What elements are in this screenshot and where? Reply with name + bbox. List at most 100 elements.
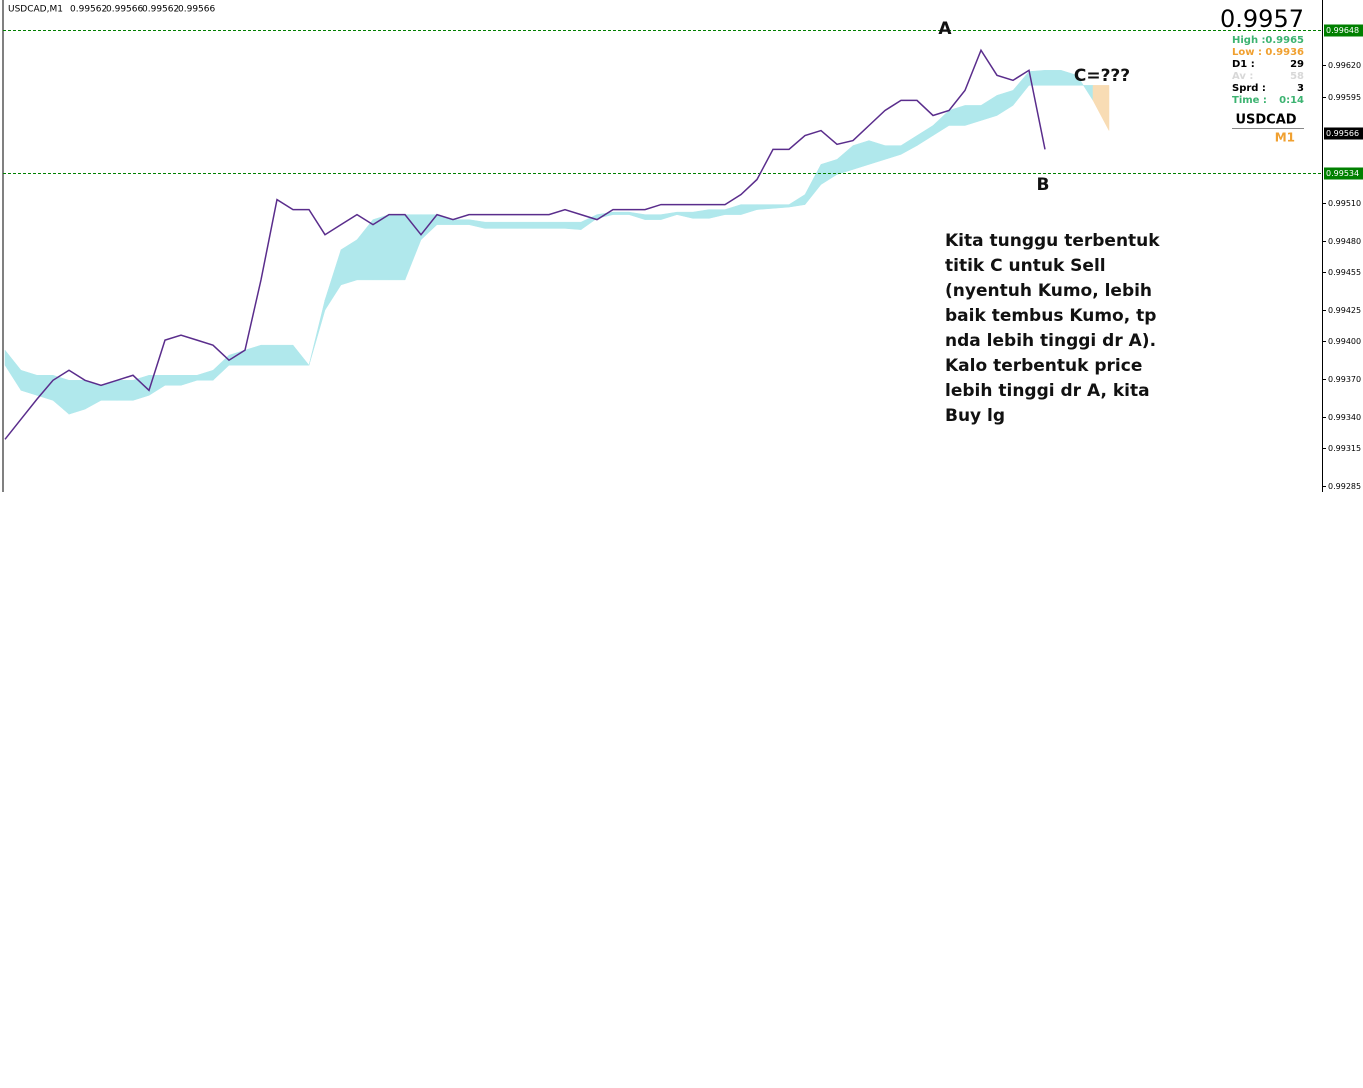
y-tick-label: 0.99425 <box>1328 306 1361 315</box>
kumo-segment <box>516 221 534 229</box>
kumo-segment <box>756 204 774 210</box>
info-label: Sprd : <box>1232 83 1266 94</box>
kumo-segment <box>180 375 198 386</box>
y-tick-label: 0.99480 <box>1328 237 1361 246</box>
price-line <box>4 48 1046 440</box>
kumo-segment <box>820 159 838 185</box>
kumo-segment <box>916 125 934 147</box>
kumo-segment <box>836 145 854 175</box>
kumo-segment <box>612 211 630 215</box>
note-line: nda lebih tinggi dr A). <box>945 331 1156 351</box>
kumo-segment <box>724 204 742 215</box>
y-tick-label: 0.99400 <box>1328 337 1361 346</box>
info-value: 0.9965 <box>1265 35 1304 46</box>
kumo-segment <box>804 164 822 206</box>
bid-badge <box>1324 127 1363 140</box>
kumo-segment <box>676 211 694 219</box>
kumo-segment <box>692 209 710 219</box>
kumo-segment <box>900 135 918 155</box>
kumo-segment <box>372 214 390 281</box>
info-timeframe: M1 <box>1275 131 1295 145</box>
note-line: titik C untuk Sell <box>945 256 1106 276</box>
kumo-segment <box>964 105 982 126</box>
kumo-segment <box>644 214 662 220</box>
note-line: Kita tunggu terbentuk <box>945 231 1160 251</box>
ohlc-low: 0.99562 <box>142 5 179 15</box>
y-tick-label: 0.99455 <box>1328 268 1361 277</box>
y-tick-label: 0.99370 <box>1328 375 1361 384</box>
label-a: A <box>938 19 952 39</box>
y-tick-label: 0.99510 <box>1328 199 1361 208</box>
info-symbol: USDCAD <box>1235 113 1296 128</box>
info-label: Time : <box>1232 95 1267 106</box>
label-c: C=??? <box>1074 66 1130 86</box>
ohlc-high: 0.99566 <box>106 5 143 15</box>
y-tick-label: 0.99315 <box>1328 444 1361 453</box>
ohlc-close: 0.99566 <box>178 5 215 15</box>
kumo-segment <box>884 145 902 160</box>
kumo-segment <box>852 140 870 170</box>
kumo-segment <box>708 209 726 219</box>
y-tick-label: 0.99595 <box>1328 93 1361 102</box>
info-value: 0:14 <box>1279 95 1304 106</box>
kumo-segment <box>868 140 886 165</box>
note-line: Buy lg <box>945 406 1005 426</box>
kumo-segment <box>148 375 166 396</box>
info-value: 29 <box>1290 59 1304 70</box>
kumo-segment <box>452 219 470 225</box>
label-b: B <box>1037 175 1050 195</box>
y-tick-label: 0.99285 <box>1328 482 1361 491</box>
kumo-segment <box>548 221 566 229</box>
kumo-segment <box>4 349 22 392</box>
kumo-segment <box>116 380 134 401</box>
kumo-segment <box>196 369 214 381</box>
kumo-segment <box>980 94 998 121</box>
kumo-segment <box>628 211 646 220</box>
y-tick-label: 0.99340 <box>1328 413 1361 422</box>
note-line: (nyentuh Kumo, lebih <box>945 281 1152 301</box>
kumo-segment <box>324 249 342 311</box>
note: Kita tunggu terbentuk titik C untuk Sell (… <box>945 231 1160 426</box>
note-line: Kalo terbentuk price <box>945 356 1142 376</box>
kumo-segment <box>1012 70 1030 107</box>
kumo-segment <box>564 221 582 230</box>
level-badge <box>1324 167 1363 180</box>
kumo-segment <box>244 344 262 366</box>
kumo-segment <box>20 369 38 396</box>
kumo-segment <box>788 194 806 208</box>
info-label: D1 : <box>1232 59 1255 70</box>
kumo-segment <box>1044 70 1062 86</box>
info-value: 0.9936 <box>1265 47 1304 58</box>
kumo-segment <box>164 375 182 386</box>
kumo-segment <box>388 214 406 281</box>
kumo-segment <box>68 380 86 415</box>
kumo-segment <box>772 204 790 209</box>
info-label: High : <box>1232 35 1266 46</box>
kumo-segment <box>484 221 502 229</box>
kumo-segment <box>660 211 678 220</box>
plot <box>3 30 1322 440</box>
kumo-segment <box>276 344 294 366</box>
kumo-segment <box>500 221 518 229</box>
symbol: USDCAD,M1 <box>8 5 63 15</box>
kumo-segment <box>356 218 374 281</box>
kumo-segment <box>340 239 358 286</box>
level-badge <box>1324 24 1363 37</box>
info-value: 58 <box>1290 71 1304 82</box>
level-badge-label: 0.99648 <box>1326 26 1359 35</box>
kumo-segment <box>308 299 326 366</box>
info-label: Low : <box>1232 47 1262 58</box>
info-value: 3 <box>1297 83 1304 94</box>
note-line: baik tembus Kumo, tp <box>945 306 1156 326</box>
kumo-segment <box>292 344 310 366</box>
level-badge-label: 0.99534 <box>1326 169 1359 178</box>
kumo-segment <box>740 204 758 215</box>
info-price: 0.9957 <box>1220 5 1304 33</box>
kumo-segment <box>468 219 486 229</box>
kumo-segment <box>260 344 278 366</box>
kumo-segment <box>52 374 70 415</box>
kumo-segment <box>1092 85 1110 131</box>
